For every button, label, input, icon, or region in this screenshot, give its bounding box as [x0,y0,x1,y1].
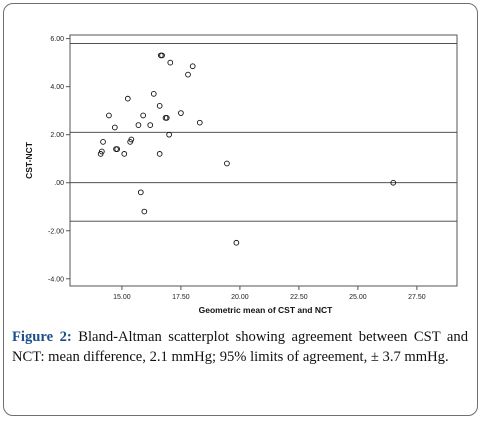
data-point [106,112,112,119]
data-point [137,189,144,196]
data-point [99,148,105,155]
data-point [224,160,230,167]
data-point [189,63,196,70]
data-point [166,131,172,138]
data-point [233,239,240,246]
x-tick-label: 22.50 [290,294,308,301]
y-axis-label: CST-NCT [24,141,34,179]
x-tick-label: 25.00 [349,294,367,301]
data-point [156,151,163,157]
data-point [111,124,118,131]
y-tick-label: 4.00 [50,84,64,91]
data-point [185,71,191,78]
y-tick-label: -4.00 [48,276,64,283]
y-tick-label: -2.00 [48,228,64,235]
y-tick-label: .00 [54,180,64,187]
x-tick-label: 27.50 [408,294,426,301]
data-point [156,103,163,109]
y-tick-label: 6.00 [50,36,64,43]
data-point [121,151,128,157]
bland-altman-chart: 6.00 4.00 2.00 .00 -2.00 -4.00 15.00 17.50 20.0… [24,34,458,315]
reference-lines [70,42,457,222]
data-point [135,122,142,128]
figure-caption-text: Bland-Altman scatterplot showing agreeme… [12,329,468,365]
data-point [196,119,203,126]
data-point [178,110,184,116]
data-point [167,59,174,66]
y-tick-label: 2.00 [50,132,64,139]
data-point [163,115,170,121]
figure-label: Figure 2: [12,329,72,345]
data-point [140,112,147,119]
data-point [390,179,397,186]
x-axis: 15.00 17.50 20.00 22.50 25.00 27.50 [113,286,426,301]
data-point [114,146,121,152]
figure-caption: Figure 2: Bland-Altman scatterplot showi… [12,327,468,367]
data-point [124,95,131,102]
x-tick-label: 20.00 [231,294,249,301]
data-points [97,52,397,246]
data-point [141,208,148,215]
x-tick-label: 17.50 [172,294,190,301]
x-tick-label: 15.00 [113,294,131,301]
data-point [128,136,135,143]
data-point [150,90,157,97]
plot-area [69,34,458,287]
data-point [159,52,165,59]
x-axis-label: Geometric mean of CST and NCT [199,305,333,315]
data-point [147,122,154,128]
data-point [100,139,106,145]
y-axis: 6.00 4.00 2.00 .00 -2.00 -4.00 [48,36,70,283]
